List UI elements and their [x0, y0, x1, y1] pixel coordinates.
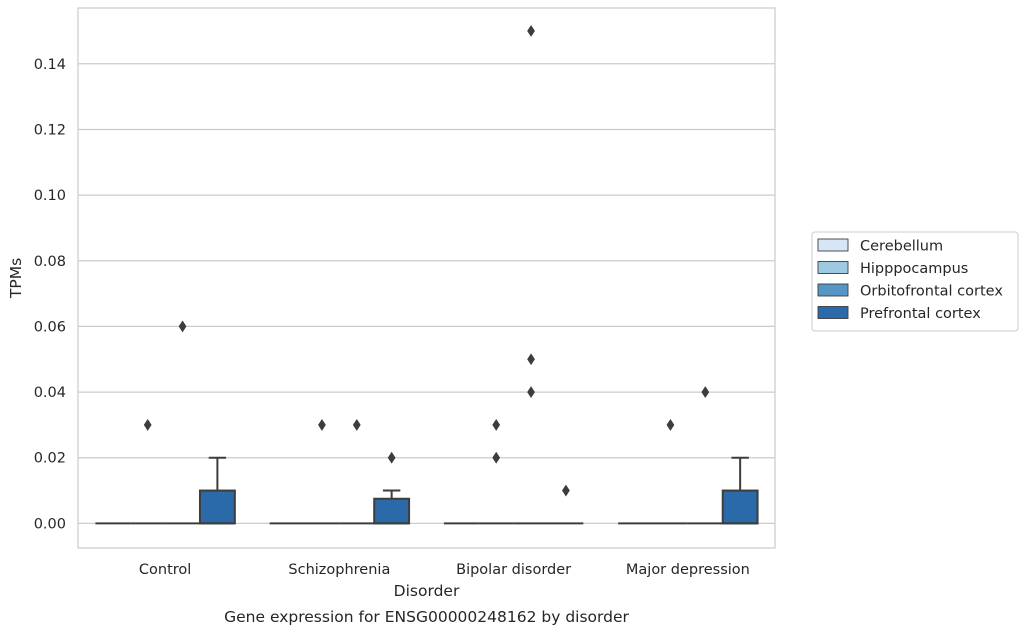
x-tick-label: Schizophrenia: [288, 562, 390, 578]
y-tick-labels: 0.00 0.02 0.04 0.06 0.08 0.10 0.12 0.14: [34, 57, 66, 533]
box-prefrontal-cortex-major-depression: [721, 456, 759, 525]
gridlines: [78, 63, 775, 525]
outlier-points: [143, 25, 710, 497]
outlier-point: [701, 386, 710, 399]
y-tick-label: 0.08: [34, 254, 66, 270]
x-tick-label: Bipolar disorder: [456, 562, 571, 578]
outlier-point: [527, 353, 535, 366]
box-body: [721, 489, 759, 525]
outlier-point: [352, 418, 361, 431]
outlier-point: [527, 386, 535, 399]
y-tick-label: 0.14: [34, 57, 66, 73]
figure-caption: Gene expression for ENSG00000248162 by d…: [224, 608, 629, 626]
legend-swatch: [817, 261, 849, 274]
outlier-point: [527, 25, 535, 37]
y-tick-label: 0.10: [34, 188, 66, 204]
outlier-point: [562, 484, 570, 497]
boxes: [95, 456, 759, 525]
x-tick-labels: Control Schizophrenia Bipolar disorder Majo…: [139, 562, 750, 578]
legend-swatch: [817, 283, 849, 297]
legend-item-orbitofrontal-cortex: Orbitofrontal cortex: [817, 283, 1003, 300]
x-tick-label: Major depression: [626, 562, 750, 578]
legend-label: Hipppocampus: [860, 261, 968, 277]
legend-label: Cerebellum: [860, 239, 943, 255]
outlier-point: [318, 418, 326, 431]
box-body: [198, 489, 236, 525]
y-tick-label: 0.12: [34, 122, 66, 138]
box-prefrontal-cortex-control: [198, 456, 236, 525]
outlier-point: [492, 451, 501, 464]
legend-label: Orbitofrontal cortex: [860, 284, 1003, 300]
legend-swatch: [817, 306, 849, 319]
y-axis-title: TPMs: [7, 258, 25, 299]
outlier-point: [387, 451, 396, 464]
plot-area-frame: [77, 7, 776, 549]
box-prefrontal-cortex-schizophrenia: [373, 489, 411, 525]
x-axis-title: Disorder: [394, 582, 460, 600]
legend-item-prefrontal-cortex: Prefrontal cortex: [817, 306, 981, 322]
legend-swatch: [817, 238, 849, 252]
outlier-point: [143, 418, 152, 431]
y-tick-label: 0.00: [34, 516, 66, 532]
legend-item-cerebellum: Cerebellum: [817, 238, 943, 255]
y-tick-label: 0.02: [34, 451, 66, 467]
legend-frame: [811, 231, 1019, 332]
legend-item-hipppocampus: Hipppocampus: [817, 261, 968, 277]
box-body: [373, 497, 411, 525]
legend: Cerebellum Hipppocampus Orbitofrontal cort…: [811, 231, 1019, 332]
legend-label: Prefrontal cortex: [860, 306, 981, 322]
outlier-point: [666, 418, 675, 431]
y-tick-label: 0.06: [34, 319, 66, 335]
x-tick-label: Control: [139, 562, 191, 578]
y-tick-label: 0.04: [34, 385, 66, 401]
outlier-point: [492, 418, 501, 431]
outlier-point: [178, 320, 187, 333]
